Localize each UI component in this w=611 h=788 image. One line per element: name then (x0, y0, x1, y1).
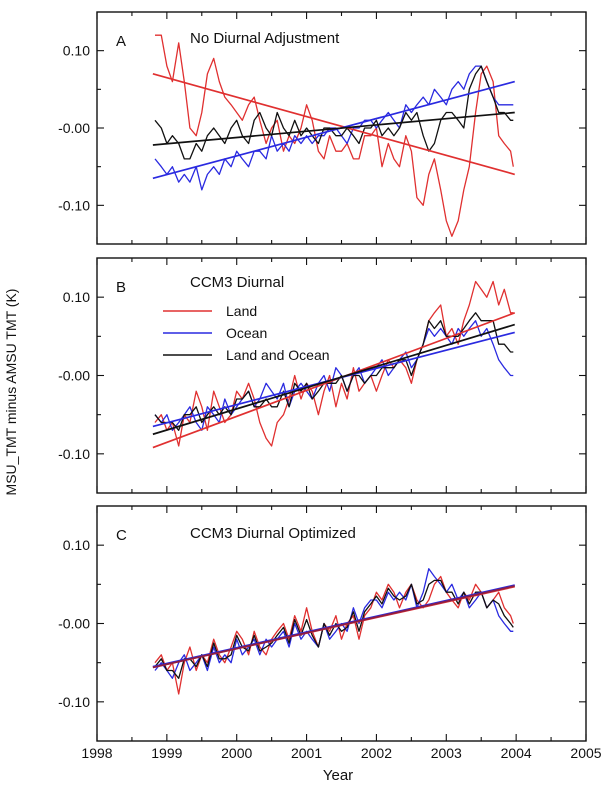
panel-c-trend-land-and-ocean (152, 585, 515, 669)
panel-a-y-tick-label: -0.00 (58, 120, 90, 136)
x-axis-label: Year (323, 767, 353, 784)
legend-label-ocean: Ocean (226, 325, 267, 341)
legend: Land Ocean Land and Ocean (163, 303, 330, 363)
panel-b-y-tick-label: -0.10 (58, 446, 90, 462)
x-tick-label: 2004 (501, 745, 532, 761)
panel-c-series-land-and-ocean (154, 579, 514, 679)
panel-c-title: CCM3 Diurnal Optimized (190, 525, 356, 542)
x-tick-label: 1999 (151, 745, 182, 761)
panel-a-series-land-and-ocean (154, 65, 514, 160)
panel-a-trend-ocean (152, 80, 515, 180)
panel-a: A No Diurnal Adjustment 0.10 -0.00 -0.10 (58, 11, 587, 245)
x-tick-label: 2002 (361, 745, 392, 761)
panel-a-trend-land-and-ocean (152, 111, 515, 146)
legend-label-land-and-ocean: Land and Ocean (226, 347, 330, 363)
panel-a-series-land (155, 34, 514, 237)
x-tick-label: 2005 (570, 745, 601, 761)
x-tick-label: 2000 (221, 745, 252, 761)
panel-a-trend-land (152, 73, 515, 176)
panel-c: C CCM3 Diurnal Optimized 0.10 -0.00 -0.10 1… (58, 505, 602, 761)
panel-c-y-tick-label: -0.10 (58, 694, 90, 710)
panel-a-y-tick-label: 0.10 (63, 43, 90, 59)
panel-b-y-tick-label: 0.10 (63, 289, 90, 305)
panel-a-y-tick-label: -0.10 (58, 197, 90, 213)
panel-c-y-tick-label: -0.00 (58, 616, 90, 632)
panel-a-letter: A (116, 33, 126, 50)
x-tick-label: 2001 (291, 745, 322, 761)
panel-b: B CCM3 Diurnal Land Ocean Land and Ocean… (58, 257, 587, 494)
y-axis-label: MSU_TMT minus AMSU TMT (K) (3, 289, 19, 496)
panel-b-series-land (154, 280, 514, 447)
x-tick-label: 2003 (431, 745, 462, 761)
panel-c-letter: C (116, 527, 127, 544)
panel-b-y-tick-label: -0.00 (58, 368, 90, 384)
panel-c-y-tick-label: 0.10 (63, 537, 90, 553)
panel-b-letter: B (116, 279, 126, 296)
x-tick-label: 1998 (81, 745, 112, 761)
panel-b-series-ocean (154, 320, 514, 431)
legend-label-land: Land (226, 303, 257, 319)
panel-b-title: CCM3 Diurnal (190, 274, 284, 291)
panel-c-series-land (154, 575, 514, 695)
panel-a-title: No Diurnal Adjustment (190, 30, 340, 47)
panel-b-trend-land-and-ocean (152, 323, 515, 436)
